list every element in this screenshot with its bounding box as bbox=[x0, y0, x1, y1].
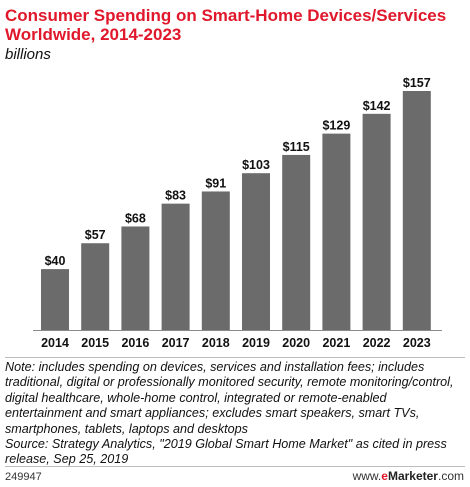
x-tick-label-2015: 2015 bbox=[81, 336, 109, 350]
note-text: Note: includes spending on devices, serv… bbox=[5, 360, 454, 436]
bar-2020 bbox=[282, 154, 311, 330]
data-label-2014: $40 bbox=[45, 254, 66, 268]
data-label-2017: $83 bbox=[165, 189, 186, 203]
x-tick-label-2019: 2019 bbox=[242, 336, 270, 350]
x-tick-label-2023: 2023 bbox=[403, 336, 431, 350]
x-tick-label-2020: 2020 bbox=[282, 336, 310, 350]
chart-subtitle: billions bbox=[5, 46, 51, 63]
bar-chart: $40 $57 $68 $83 $91 $103 $115 $129 $142 $157 2014… bbox=[33, 76, 442, 350]
data-label-2018: $91 bbox=[205, 176, 226, 190]
data-label-2016: $68 bbox=[125, 211, 146, 225]
bar-2014 bbox=[41, 269, 69, 330]
data-label-2020: $115 bbox=[283, 140, 310, 154]
bar-2022 bbox=[362, 113, 391, 330]
chart-id: 249947 bbox=[5, 471, 42, 483]
bar-2017 bbox=[161, 203, 190, 330]
brand-suffix: .com bbox=[437, 469, 464, 483]
bar-2016 bbox=[121, 226, 150, 330]
data-label-2021: $129 bbox=[322, 119, 350, 133]
source-text: Source: Strategy Analytics, "2019 Global… bbox=[5, 437, 447, 467]
chart-title: Consumer Spending on Smart-Home Devices/… bbox=[5, 6, 447, 44]
chart-divider bbox=[5, 357, 465, 358]
x-tick-label-2021: 2021 bbox=[322, 336, 350, 350]
data-labels-group: $40 $57 $68 $83 $91 $103 $115 $129 $142 $157 bbox=[45, 76, 431, 268]
data-label-2023: $157 bbox=[403, 76, 431, 90]
bar-2023 bbox=[402, 91, 431, 330]
x-tick-label-2017: 2017 bbox=[162, 336, 190, 350]
x-tick-label-2016: 2016 bbox=[121, 336, 149, 350]
x-tick-label-2022: 2022 bbox=[363, 336, 391, 350]
brand-e: e bbox=[381, 469, 388, 483]
x-tick-label-2018: 2018 bbox=[202, 336, 230, 350]
brand-name: Marketer bbox=[387, 469, 438, 483]
data-label-2022: $142 bbox=[363, 99, 391, 113]
data-label-2015: $57 bbox=[85, 228, 106, 242]
x-tick-labels-group: 2014 2015 2016 2017 2018 2019 2020 2021 2022 2023 bbox=[41, 336, 431, 350]
data-label-2019: $103 bbox=[242, 158, 270, 172]
bar-2018 bbox=[201, 191, 230, 330]
bars-group bbox=[33, 91, 442, 331]
chart-note: Note: includes spending on devices, serv… bbox=[5, 360, 467, 468]
bar-2019 bbox=[242, 173, 270, 330]
brand-prefix: www. bbox=[352, 469, 382, 483]
bar-2015 bbox=[81, 243, 110, 330]
x-tick-label-2014: 2014 bbox=[41, 336, 69, 350]
brand-logo: www.eMarketer.com bbox=[353, 469, 464, 483]
footer-divider bbox=[5, 466, 465, 467]
bar-2021 bbox=[322, 133, 351, 330]
